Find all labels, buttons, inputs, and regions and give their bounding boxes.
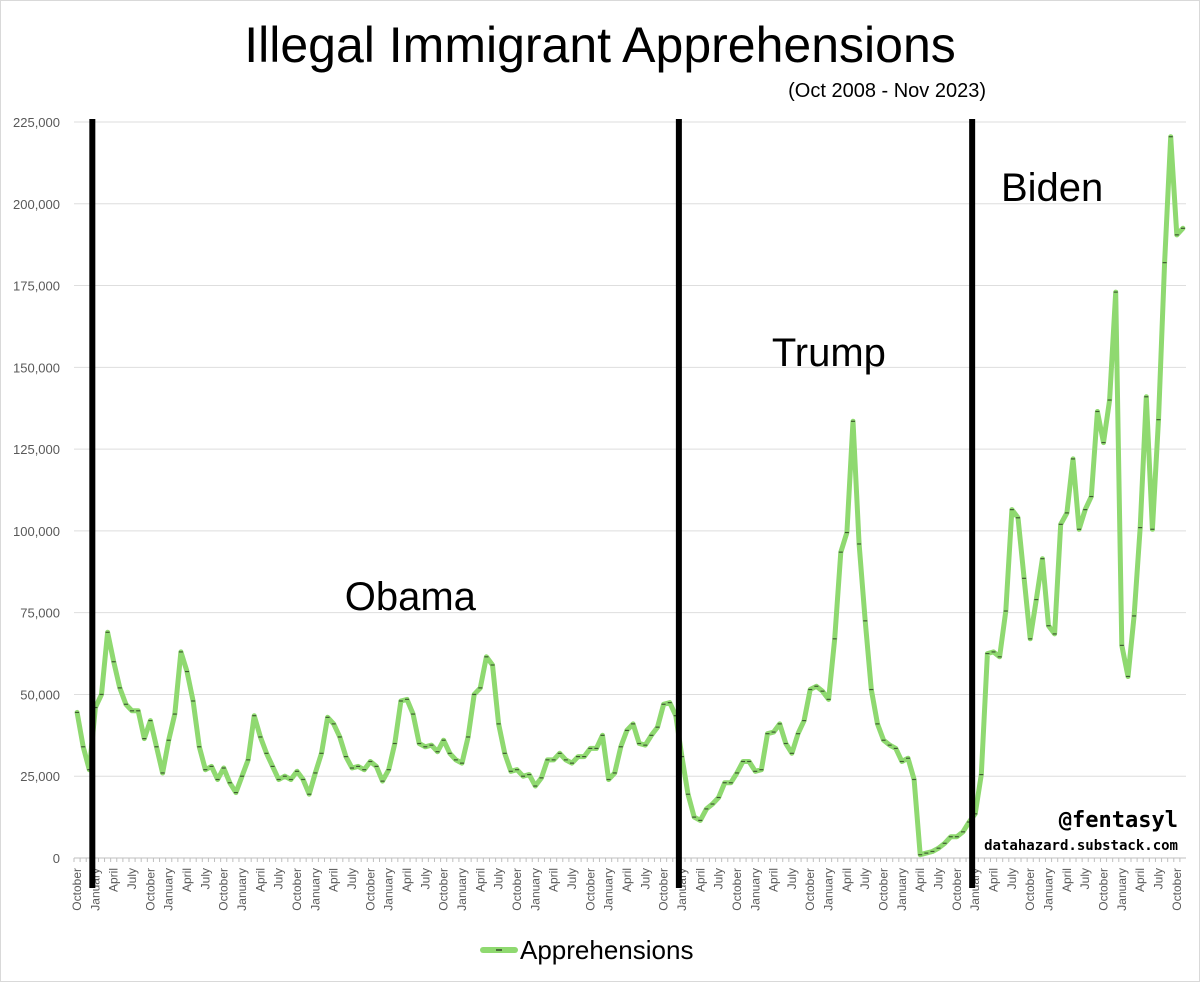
x-tick-label: July: [638, 868, 652, 889]
x-tick-label: April: [400, 868, 414, 892]
annotation-biden: Biden: [1001, 166, 1103, 210]
x-tick-label: July: [932, 868, 946, 889]
annotation-obama: Obama: [345, 575, 477, 619]
y-tick-label: 125,000: [13, 442, 60, 457]
x-tick-label: October: [803, 868, 817, 911]
x-tick-label: January: [455, 868, 469, 911]
x-tick-label: January: [1115, 868, 1129, 911]
x-tick-label: April: [620, 868, 634, 892]
series-line-apprehensions: [74, 134, 1186, 858]
x-tick-label: January: [602, 868, 616, 911]
x-tick-label: July: [1078, 868, 1092, 889]
x-tick-label: October: [217, 868, 231, 911]
x-tick-label: October: [437, 868, 451, 911]
y-tick-label: 75,000: [20, 606, 60, 621]
x-tick-label: January: [822, 868, 836, 911]
y-tick-label: 50,000: [20, 687, 60, 702]
credit-site: datahazard.substack.com: [982, 838, 1180, 854]
y-tick-label: 150,000: [13, 360, 60, 375]
x-tick-label: October: [70, 868, 84, 911]
x-tick-label: January: [382, 868, 396, 911]
x-tick-label: October: [730, 868, 744, 911]
y-tick-label: 175,000: [13, 279, 60, 294]
x-tick-label: October: [143, 868, 157, 911]
x-tick-label: July: [1152, 868, 1166, 889]
x-tick-label: April: [253, 868, 267, 892]
x-tick-label: July: [345, 868, 359, 889]
x-tick-label: January: [895, 868, 909, 911]
x-tick-label: January: [748, 868, 762, 911]
x-tick-label: January: [308, 868, 322, 911]
x-tick-label: October: [1170, 868, 1184, 911]
x-tick-label: October: [363, 868, 377, 911]
x-tick-label: April: [327, 868, 341, 892]
x-tick-label: October: [657, 868, 671, 911]
x-tick-label: July: [785, 868, 799, 889]
legend: Apprehensions: [480, 932, 693, 968]
x-tick-label: October: [1023, 868, 1037, 911]
y-tick-label: 100,000: [13, 524, 60, 539]
x-tick-label: April: [1133, 868, 1147, 892]
x-tick-label: April: [913, 868, 927, 892]
x-tick-label: April: [180, 868, 194, 892]
x-tick-label: April: [107, 868, 121, 892]
x-tick-label: July: [125, 868, 139, 889]
x-tick-label: July: [272, 868, 286, 889]
x-tick-label: January: [1042, 868, 1056, 911]
x-tick-label: July: [492, 868, 506, 889]
x-tick-label: October: [583, 868, 597, 911]
x-tick-label: October: [290, 868, 304, 911]
x-tick-label: April: [840, 868, 854, 892]
x-tick-label: July: [565, 868, 579, 889]
chart-subtitle: (Oct 2008 - Nov 2023): [788, 80, 986, 102]
y-tick-label: 200,000: [13, 197, 60, 212]
x-tick-label: January: [528, 868, 542, 911]
x-tick-label: July: [418, 868, 432, 889]
x-tick-label: January: [235, 868, 249, 911]
x-tick-label: January: [162, 868, 176, 911]
y-tick-label: 25,000: [20, 769, 60, 784]
x-tick-label: July: [1005, 868, 1019, 889]
credit-handle: @fentasyl: [1056, 808, 1180, 833]
x-tick-label: July: [858, 868, 872, 889]
x-tick-label: April: [473, 868, 487, 892]
y-tick-label: 225,000: [13, 115, 60, 130]
x-tick-label: April: [547, 868, 561, 892]
x-tick-label: July: [712, 868, 726, 889]
legend-swatch: [480, 947, 518, 953]
x-tick-label: April: [693, 868, 707, 892]
x-tick-label: October: [950, 868, 964, 911]
x-tick-label: October: [877, 868, 891, 911]
x-tick-label: October: [1097, 868, 1111, 911]
x-tick-label: October: [510, 868, 524, 911]
annotation-trump: Trump: [772, 331, 886, 375]
x-tick-label: July: [198, 868, 212, 889]
x-tick-label: April: [987, 868, 1001, 892]
legend-label: Apprehensions: [520, 934, 694, 965]
x-tick-label: April: [1060, 868, 1074, 892]
x-tick-label: April: [767, 868, 781, 892]
chart-title: Illegal Immigrant Apprehensions: [244, 17, 956, 73]
y-tick-label: 0: [53, 851, 60, 866]
